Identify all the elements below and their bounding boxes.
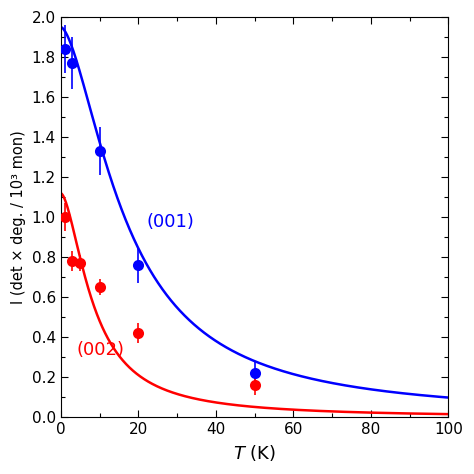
Y-axis label: I (det × deg. / 10³ mon): I (det × deg. / 10³ mon) — [11, 130, 26, 304]
X-axis label: $\mathit{T}$ (K): $\mathit{T}$ (K) — [233, 443, 276, 463]
Text: (002): (002) — [76, 341, 124, 359]
Text: (001): (001) — [146, 213, 194, 231]
